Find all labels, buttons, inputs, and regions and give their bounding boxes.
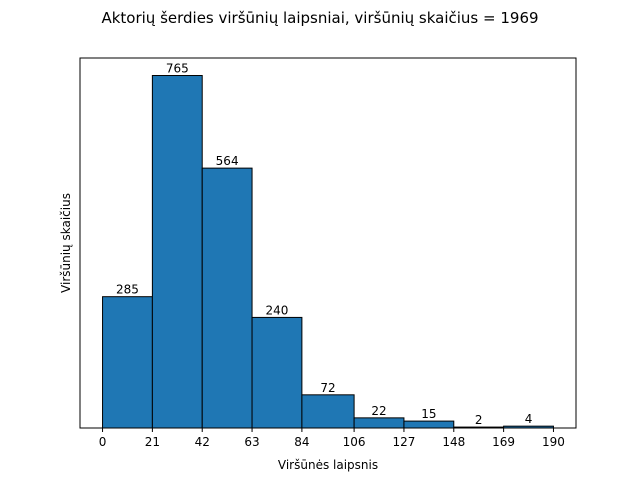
x-ticks-group: 0 21 42 63 84 106 127 148 169 190 [99, 428, 565, 449]
bar-value-label: 285 [116, 283, 139, 297]
x-tick-label: 148 [442, 435, 465, 449]
x-axis-label: Viršūnės laipsnis [278, 458, 378, 472]
x-tick-label: 190 [542, 435, 565, 449]
x-tick-label: 63 [244, 435, 259, 449]
histogram-bar [251, 316, 303, 429]
histogram-bar [151, 75, 203, 429]
bar-value-label: 22 [371, 404, 386, 418]
histogram-bar [403, 420, 455, 429]
plot-area-frame [79, 57, 577, 429]
bar-value-label: 765 [166, 62, 189, 76]
bar-value-label: 72 [320, 381, 335, 395]
bar-value-label: 240 [266, 303, 289, 317]
x-tick-label: 0 [99, 435, 107, 449]
y-axis-label: Viršūnių skaičius [59, 193, 73, 293]
histogram-bar [301, 394, 355, 429]
x-tick-label: 106 [343, 435, 366, 449]
bars-group [102, 75, 554, 429]
x-tick-label: 127 [392, 435, 415, 449]
bar-value-label: 15 [421, 407, 436, 421]
chart-title: Aktorių šerdies viršūnių laipsniai, virš… [101, 9, 538, 27]
x-tick-label: 21 [145, 435, 160, 449]
x-tick-label: 169 [492, 435, 515, 449]
histogram-bar [201, 167, 253, 429]
bar-value-label: 564 [216, 154, 239, 168]
histogram-bar [353, 417, 405, 429]
x-tick-label: 42 [195, 435, 210, 449]
bar-value-label: 2 [475, 413, 483, 427]
histogram-bar [102, 296, 153, 429]
bar-value-label: 4 [525, 412, 533, 426]
data-labels-group: 285 765 564 240 72 22 15 2 4 [116, 62, 532, 428]
x-tick-label: 84 [294, 435, 309, 449]
